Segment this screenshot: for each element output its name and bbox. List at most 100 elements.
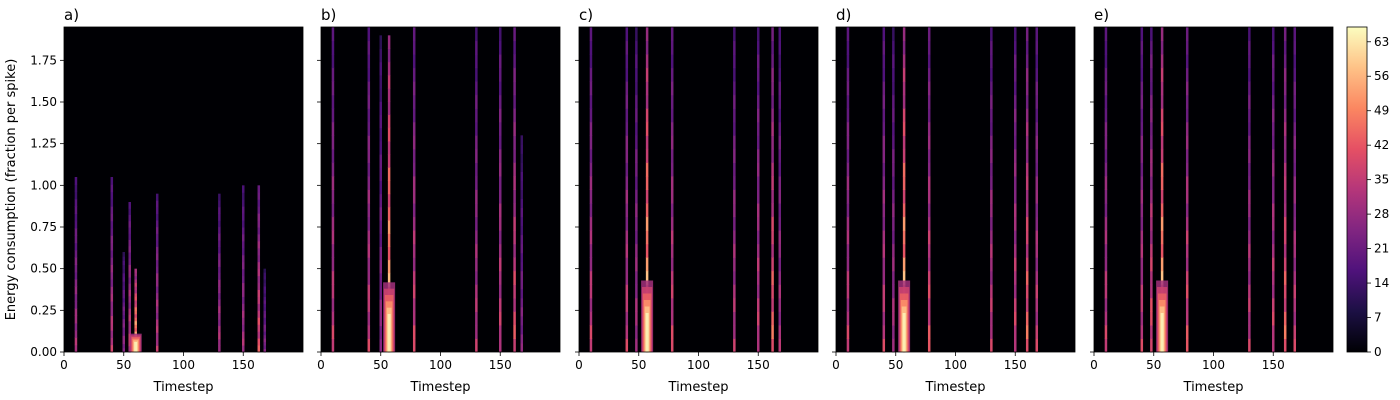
heatmap-cell bbox=[882, 81, 886, 96]
heatmap-band bbox=[927, 27, 931, 353]
heatmap-cell bbox=[902, 162, 906, 177]
heatmap-cell bbox=[74, 286, 78, 295]
heatmap-cell bbox=[990, 135, 993, 150]
heatmap-cell bbox=[379, 154, 382, 168]
heatmap-cell bbox=[110, 308, 114, 317]
heatmap-cell bbox=[1014, 40, 1017, 55]
heatmap-cell bbox=[892, 311, 895, 326]
heatmap-cell bbox=[990, 297, 993, 312]
heatmap-cell bbox=[927, 216, 931, 231]
heatmap-cell bbox=[1272, 108, 1275, 123]
heatmap-cell bbox=[635, 284, 638, 299]
heatmap-cell bbox=[990, 243, 993, 258]
heatmap-cell bbox=[155, 266, 159, 274]
heatmap-cell bbox=[902, 54, 906, 69]
heatmap-cell bbox=[771, 257, 774, 272]
heatmap-cell bbox=[513, 189, 516, 204]
heatmap-band bbox=[513, 27, 516, 353]
heatmap-cell bbox=[589, 148, 593, 163]
heatmap-cell bbox=[757, 270, 760, 285]
heatmap-cell bbox=[589, 81, 593, 96]
heatmap-cell bbox=[1150, 81, 1153, 96]
heatmap-cell bbox=[589, 230, 593, 245]
heatmap-cell bbox=[1014, 175, 1017, 190]
heatmap-cell bbox=[331, 284, 335, 299]
heatmap-cell bbox=[882, 67, 886, 82]
heatmap-cell bbox=[379, 127, 382, 142]
heatmap-cell bbox=[367, 230, 371, 245]
heatmap-cell bbox=[475, 284, 478, 299]
heatmap-cell bbox=[892, 40, 895, 55]
heatmap-cell bbox=[110, 322, 114, 331]
heatmap-cell bbox=[670, 121, 674, 136]
heatmap-cell bbox=[1104, 216, 1108, 231]
heatmap-cell bbox=[1283, 135, 1287, 150]
heatmap-cell bbox=[1104, 108, 1108, 123]
heatmap-cell bbox=[379, 140, 382, 155]
heatmap-cell bbox=[1272, 121, 1275, 136]
heatmap-cell bbox=[670, 81, 674, 96]
heatmap-cell bbox=[1150, 121, 1153, 136]
heatmap-cell bbox=[778, 121, 782, 136]
heatmap-cell bbox=[263, 320, 267, 325]
heatmap-cell bbox=[379, 220, 382, 234]
heatmap-cell bbox=[475, 338, 478, 353]
heatmap-cell bbox=[218, 299, 221, 307]
heatmap-cell bbox=[1283, 162, 1287, 177]
heatmap-cell bbox=[128, 314, 131, 322]
heatmap-cell bbox=[1025, 108, 1029, 123]
heatmap-cell bbox=[1185, 27, 1189, 42]
heatmap-cell bbox=[846, 203, 850, 218]
heatmap-cell bbox=[74, 220, 78, 229]
heatmap-cell bbox=[367, 27, 371, 42]
heatmap-band bbox=[778, 27, 782, 353]
heatmap-cell bbox=[331, 257, 335, 272]
heatmap-cell bbox=[331, 189, 335, 204]
heatmap-cell bbox=[110, 213, 114, 222]
heatmap-cell bbox=[122, 302, 125, 307]
heatmap-cell bbox=[387, 259, 391, 274]
heatmap-cell bbox=[589, 54, 593, 69]
heatmap-cell bbox=[110, 184, 114, 193]
heatmap-cell bbox=[757, 284, 760, 299]
heatmap-cell bbox=[242, 338, 245, 346]
heatmap-cell bbox=[625, 175, 629, 190]
panel-e: e) 0 50 100 150 Timestep bbox=[1090, 6, 1334, 395]
heatmap-cell bbox=[122, 260, 125, 265]
heatmap-cell bbox=[1140, 40, 1144, 55]
heatmap-cell bbox=[1150, 108, 1153, 123]
heatmap-cell bbox=[1293, 284, 1297, 299]
heatmap-cell bbox=[1014, 324, 1017, 339]
heatmap-cell bbox=[134, 327, 137, 332]
heatmap-cell bbox=[367, 189, 371, 204]
heatmap-cell bbox=[1140, 324, 1144, 339]
heatmap-cell bbox=[110, 293, 114, 302]
y-tick-label: 1.50 bbox=[30, 95, 57, 109]
heatmap-cell bbox=[1272, 297, 1275, 312]
heatmap-cell bbox=[778, 230, 782, 245]
heatmap-cell bbox=[128, 252, 131, 259]
heatmap-cell bbox=[589, 203, 593, 218]
heatmap-cell bbox=[1160, 135, 1164, 150]
heatmap-cell bbox=[1248, 270, 1251, 285]
heatmap-cell bbox=[128, 320, 131, 328]
heatmap-cell bbox=[134, 279, 137, 284]
heatmap-cell bbox=[475, 257, 478, 272]
heatmap-cell bbox=[513, 284, 516, 299]
heatmap-cell bbox=[257, 254, 261, 263]
heatmap-cell bbox=[589, 311, 593, 326]
heatmap-cell bbox=[475, 135, 478, 150]
heatmap-cell bbox=[1140, 27, 1144, 42]
heatmap-cell bbox=[1185, 40, 1189, 55]
heatmap-cell bbox=[257, 199, 261, 207]
heatmap-cell bbox=[110, 191, 114, 200]
heatmap-cell bbox=[1248, 311, 1251, 326]
heatmap-cell bbox=[74, 177, 78, 185]
heatmap-cell bbox=[513, 257, 516, 272]
heatmap-cell bbox=[1293, 81, 1297, 96]
heatmap-cell bbox=[771, 284, 774, 299]
heatmap-cell bbox=[242, 261, 245, 270]
heatmap-cell bbox=[1185, 243, 1189, 258]
heatmap-cell bbox=[635, 230, 638, 245]
heatmap-cell bbox=[1150, 203, 1153, 218]
